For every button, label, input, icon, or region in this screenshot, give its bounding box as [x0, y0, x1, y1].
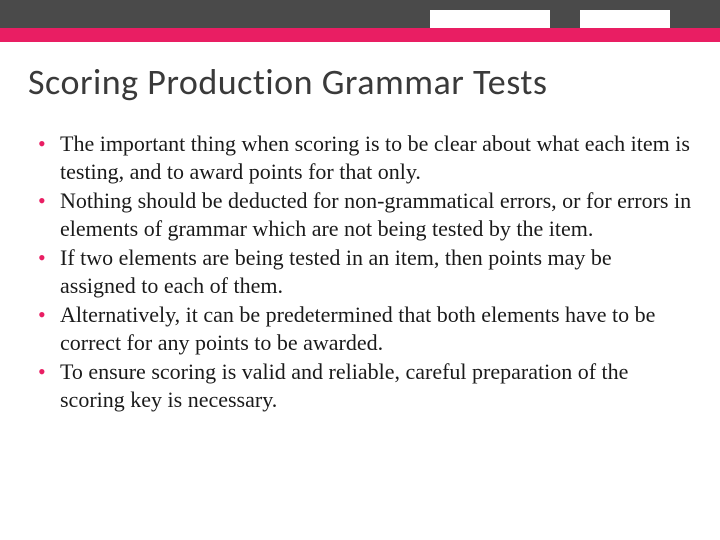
slide-title: Scoring Production Grammar Tests	[28, 60, 692, 104]
bullet-item: If two elements are being tested in an i…	[32, 244, 692, 299]
header-accent-strip	[0, 28, 720, 42]
slide-top-bar	[0, 0, 720, 42]
bullet-item: Nothing should be deducted for non-gramm…	[32, 187, 692, 242]
slide-content: Scoring Production Grammar Tests The imp…	[0, 42, 720, 413]
bullet-list: The important thing when scoring is to b…	[28, 130, 692, 413]
header-notch-2	[580, 10, 670, 28]
header-notch-1	[430, 10, 550, 28]
bullet-item: The important thing when scoring is to b…	[32, 130, 692, 185]
bullet-item: Alternatively, it can be predetermined t…	[32, 301, 692, 356]
bullet-item: To ensure scoring is valid and reliable,…	[32, 358, 692, 413]
